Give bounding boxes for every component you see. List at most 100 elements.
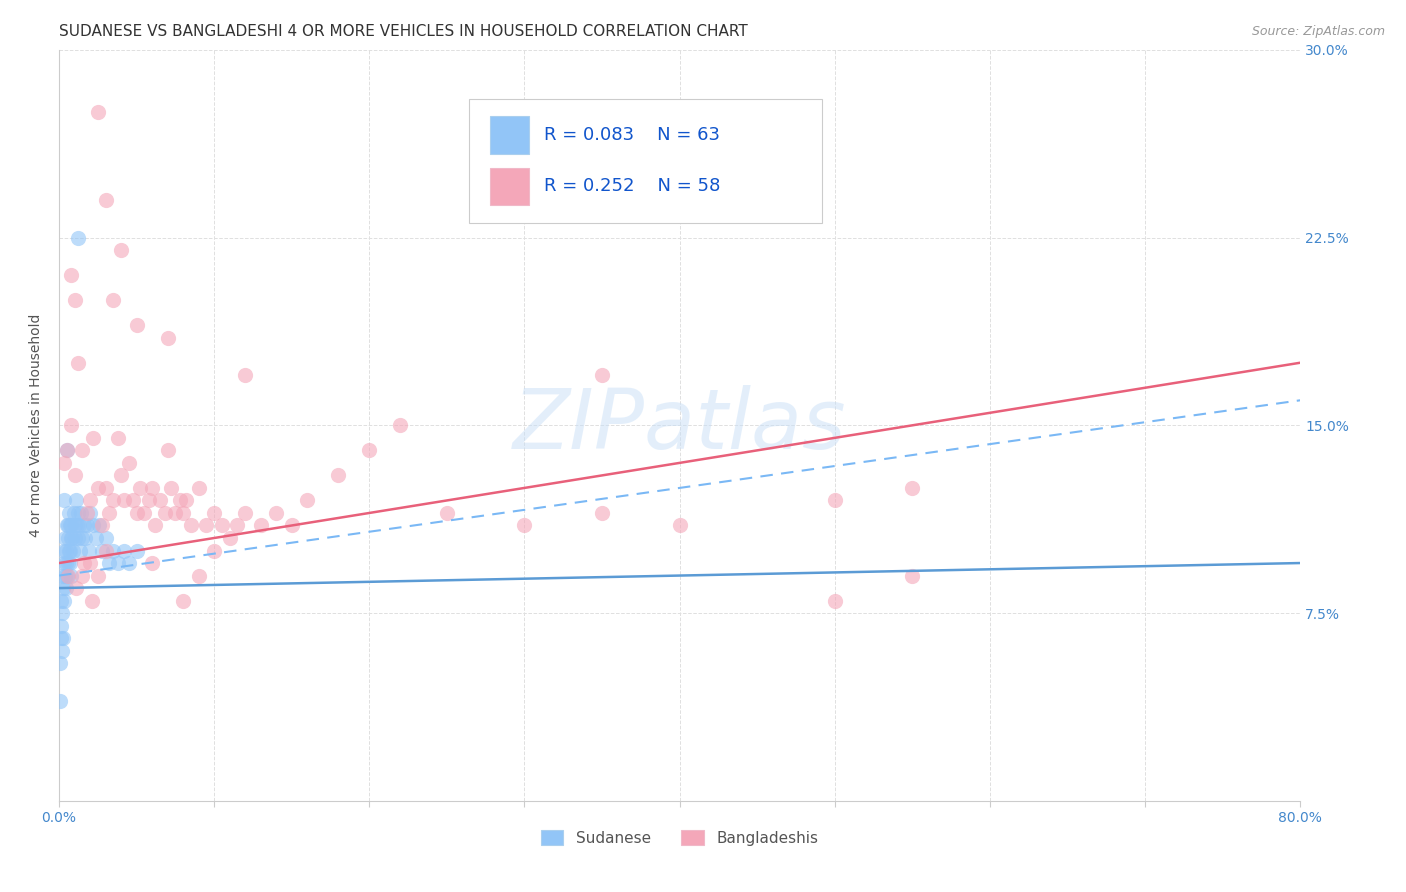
Point [69, 543, 91, 558]
Point [107, 556, 129, 570]
Point [65, 581, 87, 595]
Point [72, 531, 94, 545]
Point [87, 568, 110, 582]
Point [112, 543, 135, 558]
Point [84, 531, 107, 545]
Point [79, 506, 101, 520]
Text: R = 0.083    N = 63: R = 0.083 N = 63 [544, 126, 720, 144]
Point [97, 556, 120, 570]
Point [94, 543, 117, 558]
Point [73, 518, 96, 533]
Point [187, 568, 209, 582]
Point [76, 518, 98, 533]
Text: Source: ZipAtlas.com: Source: ZipAtlas.com [1251, 25, 1385, 38]
Point [824, 493, 846, 508]
Point [55, 581, 77, 595]
Text: R = 0.252    N = 58: R = 0.252 N = 58 [544, 178, 721, 195]
Point [56, 518, 79, 533]
Point [125, 543, 148, 558]
Point [59, 518, 82, 533]
Point [141, 481, 163, 495]
Point [56, 443, 79, 458]
Point [51, 568, 73, 582]
FancyBboxPatch shape [468, 99, 823, 223]
Point [218, 531, 240, 545]
Point [125, 318, 148, 333]
Point [159, 481, 181, 495]
Point [389, 418, 412, 433]
Point [52, 631, 75, 645]
Point [66, 518, 89, 533]
Point [91, 518, 114, 533]
Point [110, 468, 132, 483]
Point [112, 493, 135, 508]
Point [59, 543, 82, 558]
Point [226, 518, 249, 533]
Point [80, 593, 103, 607]
Point [128, 481, 150, 495]
Point [180, 518, 202, 533]
Point [60, 268, 83, 282]
Point [59, 531, 82, 545]
Point [187, 481, 209, 495]
Point [103, 293, 125, 308]
Point [72, 443, 94, 458]
Bar [489, 168, 530, 205]
Point [591, 368, 613, 383]
Point [172, 593, 194, 607]
Point [138, 493, 160, 508]
Point [55, 556, 77, 570]
Point [52, 493, 75, 508]
Point [79, 556, 101, 570]
Y-axis label: 4 or more Vehicles in Household: 4 or more Vehicles in Household [30, 314, 44, 537]
Point [89, 518, 111, 533]
Point [174, 493, 197, 508]
Point [280, 518, 302, 533]
Point [79, 493, 101, 508]
Point [233, 368, 256, 383]
Point [60, 418, 83, 433]
Point [436, 506, 458, 520]
Text: ZIPatlas: ZIPatlas [513, 384, 846, 466]
Point [125, 506, 148, 520]
Point [77, 543, 100, 558]
Point [249, 518, 271, 533]
Point [75, 531, 97, 545]
Point [328, 468, 350, 483]
Point [66, 356, 89, 370]
Point [51, 606, 73, 620]
Point [52, 581, 75, 595]
Point [53, 568, 76, 582]
Point [60, 531, 83, 545]
Point [58, 518, 80, 533]
Point [122, 493, 145, 508]
Point [97, 506, 120, 520]
Point [153, 506, 176, 520]
Point [107, 431, 129, 445]
Point [91, 543, 114, 558]
Point [56, 443, 79, 458]
Point [52, 556, 75, 570]
Point [87, 105, 110, 120]
Point [60, 568, 83, 582]
Point [143, 518, 166, 533]
Point [103, 493, 125, 508]
Point [62, 506, 84, 520]
Point [67, 506, 90, 520]
Point [62, 543, 84, 558]
Point [110, 243, 132, 257]
Point [172, 506, 194, 520]
Point [165, 506, 187, 520]
Point [49, 694, 72, 708]
Point [82, 518, 104, 533]
Point [591, 506, 613, 520]
Point [58, 568, 80, 582]
Point [53, 543, 76, 558]
Point [58, 506, 80, 520]
Point [264, 506, 287, 520]
Point [156, 443, 179, 458]
Point [55, 543, 77, 558]
Point [51, 643, 73, 657]
Point [52, 456, 75, 470]
Point [63, 293, 86, 308]
